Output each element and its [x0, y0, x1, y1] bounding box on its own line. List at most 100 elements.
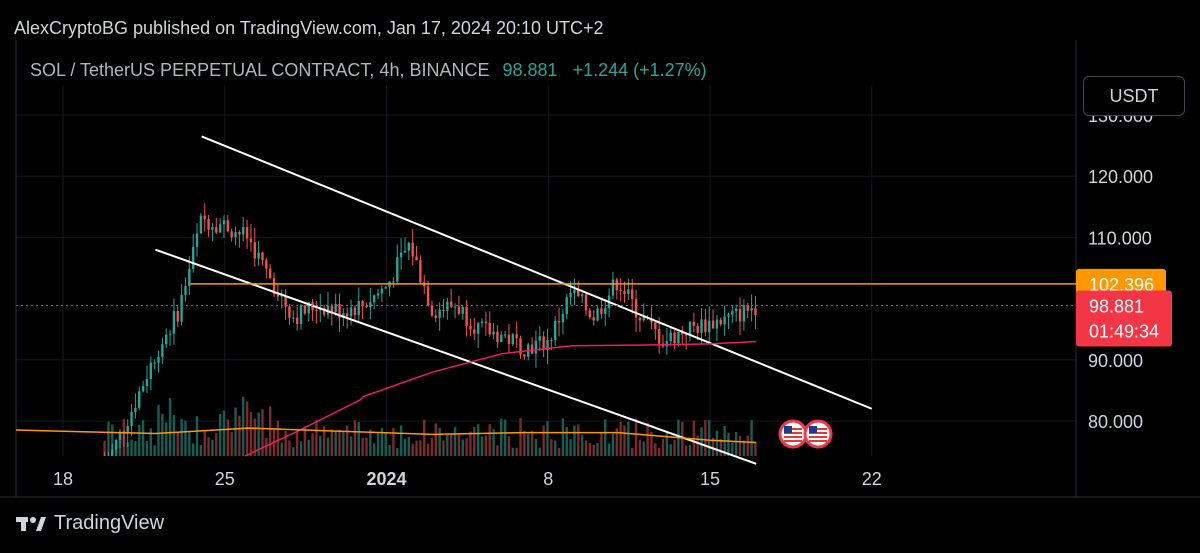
volume-bar: [611, 433, 615, 456]
candle-body: [569, 292, 572, 298]
currency-button[interactable]: USDT: [1083, 76, 1185, 116]
candle-body: [619, 289, 622, 292]
candle-body: [396, 257, 399, 282]
y-tick-label: 80.000: [1088, 412, 1143, 432]
volume-bar: [527, 433, 530, 456]
candle-body: [465, 307, 468, 326]
volume-bar: [708, 420, 711, 456]
volume-bar: [226, 419, 230, 456]
volume-bar: [284, 430, 287, 456]
volume-bar: [507, 436, 511, 456]
candle-body: [268, 268, 272, 279]
volume-bar: [569, 439, 572, 456]
candle-body: [288, 306, 291, 318]
volume-bar: [153, 445, 156, 456]
candle-body: [199, 215, 203, 234]
volume-bar: [330, 429, 334, 456]
candle-body: [403, 250, 407, 253]
volume-bar: [180, 419, 183, 456]
candle-body: [484, 321, 488, 324]
candle-body: [677, 331, 680, 344]
volume-bar: [650, 431, 653, 456]
volume-bar: [580, 434, 584, 456]
candle-body: [634, 299, 638, 318]
volume-bar: [107, 421, 110, 456]
volume-bar: [654, 443, 657, 456]
volume-bar: [715, 430, 719, 456]
volume-bar: [353, 420, 357, 456]
volume-bar: [704, 420, 707, 456]
volume-bar: [546, 421, 549, 456]
candle-body: [584, 294, 588, 311]
candle-body: [184, 286, 187, 295]
volume-bar: [172, 414, 176, 456]
volume-bar: [349, 436, 353, 456]
candle-body: [234, 232, 237, 238]
volume-bar: [249, 412, 253, 456]
candle-body: [307, 302, 310, 314]
candle-body: [376, 293, 380, 296]
volume-bar: [673, 439, 676, 456]
price-change: +1.244 (+1.27%): [572, 60, 707, 80]
volume-bar: [434, 423, 437, 456]
candle-body: [157, 356, 160, 363]
candle-body: [188, 268, 191, 287]
x-tick-label: 8: [543, 469, 553, 489]
candle-body: [118, 431, 122, 440]
volume-bar: [754, 442, 757, 456]
volume-bar: [369, 429, 372, 456]
volume-bar: [399, 425, 403, 456]
candle-body: [126, 425, 129, 434]
x-axis: 18 25 2024 8 15 22: [53, 469, 882, 489]
candle-body: [476, 323, 480, 334]
candle-body: [681, 331, 684, 335]
candle-body: [611, 279, 615, 296]
volume-bar: [619, 421, 622, 456]
volume-bar: [538, 447, 541, 456]
volume-bar: [669, 444, 672, 456]
volume-bar: [473, 426, 476, 456]
candle-body: [731, 311, 734, 315]
candle-body: [130, 411, 133, 426]
candle-body: [141, 385, 145, 392]
candle-body: [615, 279, 619, 290]
candle-body: [711, 320, 715, 329]
volume-bar: [734, 431, 738, 456]
candle-body: [553, 320, 557, 341]
volume-bar: [307, 439, 310, 456]
volume-bar: [661, 438, 665, 456]
volume-bar: [550, 439, 553, 456]
volume-bar: [519, 418, 522, 456]
grid: [0, 40, 1200, 498]
volume-bar: [557, 447, 561, 456]
candle-body: [550, 340, 553, 342]
volume-bar: [392, 427, 395, 456]
volume-bar: [457, 434, 461, 456]
volume-bar: [111, 424, 114, 456]
candle-body: [600, 308, 603, 314]
candle-body: [592, 317, 595, 321]
volume-bar: [346, 425, 349, 456]
candle-body: [754, 308, 757, 315]
candle-body: [215, 227, 218, 233]
volume-bar: [376, 432, 380, 456]
candle-body: [322, 307, 326, 315]
volume-bar: [388, 445, 391, 456]
volume-bar: [511, 447, 515, 456]
candle-body: [272, 278, 276, 295]
volume-bar: [500, 418, 503, 456]
volume-bar: [565, 426, 568, 456]
candle-body: [496, 331, 499, 343]
candle-body: [222, 220, 226, 225]
volume-bar: [700, 427, 703, 456]
volume-bar: [199, 445, 203, 456]
candle-body: [492, 331, 495, 335]
volume-bar: [646, 422, 649, 456]
volume-bar: [292, 447, 295, 456]
candle-body: [365, 306, 368, 308]
candle-body: [353, 307, 357, 316]
volume-bar: [742, 440, 746, 456]
volume-bar: [311, 433, 314, 456]
